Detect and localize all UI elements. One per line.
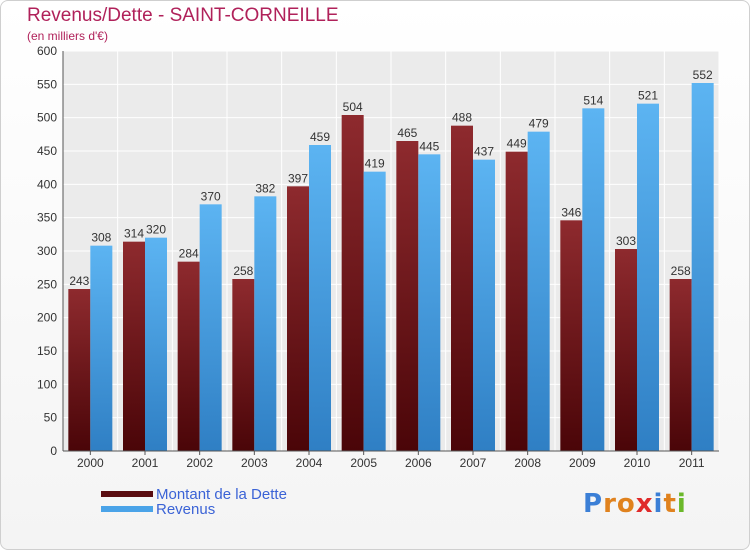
bar-dette xyxy=(177,261,200,451)
logo-letter: i xyxy=(653,489,664,519)
bar-dette xyxy=(615,249,637,451)
y-tick-label: 50 xyxy=(44,411,58,425)
x-tick-label: 2002 xyxy=(186,456,213,470)
value-label: 382 xyxy=(255,181,275,195)
value-label: 479 xyxy=(529,117,549,131)
axes: 0 50 100 150 200 250 300 350 400 450 500 550 600 2000… xyxy=(37,44,719,470)
x-tick-label: 2003 xyxy=(241,456,268,470)
y-tick-label: 500 xyxy=(37,111,57,125)
x-tick-label: 2011 xyxy=(679,456,705,470)
value-label: 459 xyxy=(310,130,330,144)
x-tick-label: 2008 xyxy=(514,456,541,470)
y-tick-label: 450 xyxy=(37,144,57,158)
y-tick-label: 550 xyxy=(37,77,57,91)
value-label: 303 xyxy=(616,234,636,248)
bars xyxy=(68,83,714,452)
value-label: 284 xyxy=(179,247,199,261)
x-tick-label: 2006 xyxy=(405,456,432,470)
value-label: 320 xyxy=(146,223,166,237)
bar-revenus xyxy=(309,145,331,451)
x-tick-label: 2000 xyxy=(77,456,104,470)
bar-revenus xyxy=(691,83,714,451)
bar-revenus xyxy=(637,103,659,452)
legend-swatch-revenus xyxy=(101,506,153,512)
value-label: 258 xyxy=(671,264,691,278)
y-tick-label: 350 xyxy=(37,211,57,225)
y-tick-label: 150 xyxy=(37,344,57,358)
x-tick-label: 2005 xyxy=(350,456,377,470)
logo-letter: x xyxy=(635,489,654,519)
bar-dette xyxy=(123,241,145,451)
bar-revenus xyxy=(527,131,550,451)
x-tick-label: 2001 xyxy=(132,456,159,470)
value-label: 437 xyxy=(474,145,494,159)
bar-revenus xyxy=(90,245,113,451)
bar-dette xyxy=(68,289,91,451)
value-label: 521 xyxy=(638,89,658,103)
y-tick-label: 400 xyxy=(37,177,57,191)
x-tick-label: 2004 xyxy=(296,456,323,470)
value-label: 419 xyxy=(365,157,385,171)
bar-revenus xyxy=(199,204,222,451)
x-tick-label: 2010 xyxy=(624,456,651,470)
grid xyxy=(62,50,720,452)
value-label: 552 xyxy=(693,68,713,82)
value-label: 488 xyxy=(452,111,472,125)
value-label: 397 xyxy=(288,171,308,185)
bar-dette xyxy=(396,141,419,451)
logo-letter: t xyxy=(663,489,677,519)
y-tick-label: 250 xyxy=(37,277,57,291)
proxiti-logo: Proxiti xyxy=(583,489,687,519)
value-label: 445 xyxy=(419,139,439,153)
y-tick-label: 600 xyxy=(37,44,57,58)
bar-dette xyxy=(232,279,255,451)
logo-letter: P xyxy=(583,489,604,519)
legend-label-revenus: Revenus xyxy=(156,501,216,518)
bar-dette xyxy=(451,125,473,452)
value-label: 514 xyxy=(583,93,603,107)
logo-letter: r xyxy=(603,489,617,519)
value-label: 308 xyxy=(91,231,111,245)
chart-title: Revenus/Dette - SAINT-CORNEILLE xyxy=(27,5,339,26)
logo-letter: i xyxy=(676,489,687,519)
bar-revenus xyxy=(582,108,605,451)
chart-subtitle: (en milliers d'€) xyxy=(27,29,108,43)
bar-dette xyxy=(341,115,364,451)
y-tick-label: 200 xyxy=(37,311,57,325)
value-label: 346 xyxy=(561,205,581,219)
y-tick-label: 300 xyxy=(37,244,57,258)
value-label: 449 xyxy=(507,137,527,151)
value-label: 504 xyxy=(343,100,363,114)
value-label: 314 xyxy=(124,227,144,241)
bar-dette xyxy=(505,151,528,451)
bar-revenus xyxy=(254,196,277,451)
bar-dette xyxy=(560,220,583,451)
bar-dette xyxy=(287,186,309,452)
x-tick-label: 2007 xyxy=(460,456,487,470)
legend-label-debt: Montant de la Dette xyxy=(156,486,287,503)
y-tick-label: 0 xyxy=(50,444,57,458)
bar-revenus xyxy=(473,159,495,451)
value-label: 465 xyxy=(397,126,417,140)
bar-dette xyxy=(669,279,692,451)
bar-revenus xyxy=(418,154,441,452)
bar-revenus xyxy=(145,237,167,451)
legend-swatch-debt xyxy=(101,491,153,497)
value-label: 370 xyxy=(201,189,221,203)
y-tick-label: 100 xyxy=(37,377,57,391)
bar-revenus xyxy=(363,171,386,451)
x-tick-label: 2009 xyxy=(569,456,596,470)
value-label: 258 xyxy=(233,264,253,278)
logo-letter: o xyxy=(616,489,636,519)
value-label: 243 xyxy=(69,274,89,288)
